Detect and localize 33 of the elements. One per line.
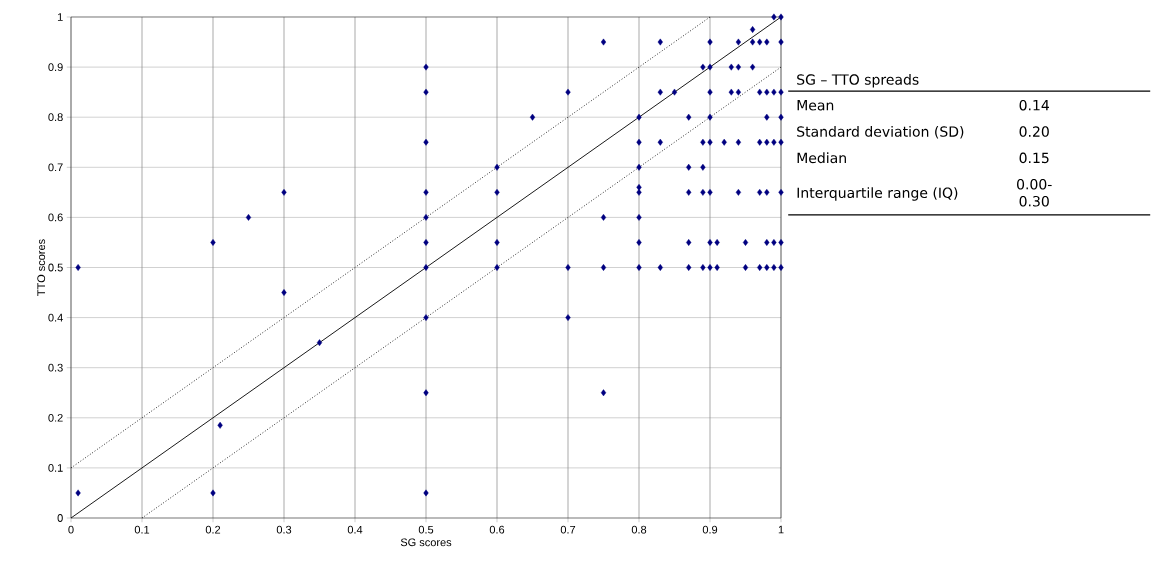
text: SG – TTO spreads — [797, 74, 919, 88]
y-tick-label: 1 — [57, 13, 63, 21]
text: 0.15 — [1019, 152, 1049, 164]
y-tick-label: 0.2 — [48, 413, 63, 422]
y-tick-label: 0.8 — [48, 113, 63, 122]
y-tick-label: 0.3 — [48, 363, 63, 372]
text: Standard deviation (SD) — [797, 126, 964, 139]
text: Interquartile range (IQ) — [797, 187, 958, 201]
text: 0.00-0.30 — [1017, 178, 1052, 207]
y-tick-label: 0.1 — [48, 464, 63, 472]
y-tick-label: 0.7 — [48, 163, 63, 172]
y-axis-title: TTO scores — [37, 239, 46, 296]
y-tick-label: 0.4 — [48, 313, 63, 322]
x-tick-label: 0.8 — [631, 525, 647, 534]
y-tick-label: 0.9 — [48, 63, 63, 71]
y-tick-label: 0 — [57, 514, 63, 522]
x-tick-label: 1 — [778, 525, 784, 534]
text: Mean — [797, 100, 834, 111]
x-tick-label: 0.9 — [702, 525, 718, 534]
x-tick-label: 0.7 — [560, 525, 576, 534]
y-tick-label: 0.6 — [48, 213, 63, 222]
text: 0.20 — [1019, 126, 1049, 137]
x-tick-label: 0.1 — [134, 525, 150, 534]
x-tick-label: 0.6 — [489, 525, 505, 534]
x-tick-label: 0.3 — [276, 525, 292, 534]
x-axis-title: SG scores — [400, 538, 452, 547]
x-tick-label: 0.5 — [418, 525, 434, 534]
x-tick-label: 0 — [68, 525, 74, 534]
y-tick-label: 0.5 — [48, 263, 63, 272]
text: Median — [797, 152, 846, 164]
x-tick-label: 0.4 — [347, 525, 363, 534]
text: 0.14 — [1019, 99, 1050, 111]
x-tick-label: 0.2 — [205, 525, 221, 534]
